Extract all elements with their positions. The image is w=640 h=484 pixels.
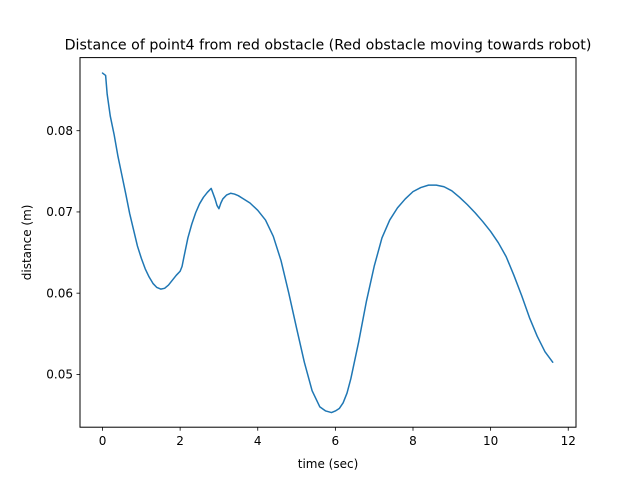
x-tick-label: 2 bbox=[176, 434, 184, 448]
plot-frame bbox=[79, 57, 577, 428]
x-axis-label: time (sec) bbox=[298, 457, 359, 471]
series-line bbox=[101, 72, 554, 414]
plot-area bbox=[101, 72, 554, 414]
y-tick-label: 0.06 bbox=[46, 286, 73, 300]
x-tick-label: 4 bbox=[254, 434, 262, 448]
chart-title: Distance of point4 from red obstacle (Re… bbox=[65, 38, 592, 54]
y-tick-label: 0.08 bbox=[46, 124, 73, 138]
x-tick-label: 10 bbox=[483, 434, 498, 448]
y-tick-label: 0.07 bbox=[46, 205, 73, 219]
x-tick-label: 8 bbox=[409, 434, 417, 448]
x-tick-label: 0 bbox=[99, 434, 107, 448]
x-tick-label: 12 bbox=[561, 434, 576, 448]
y-tick-label: 0.05 bbox=[46, 368, 73, 382]
y-axis-label: distance (m) bbox=[20, 205, 34, 281]
x-axis: 0 2 4 6 8 10 12 bbox=[99, 427, 576, 448]
y-axis: 0.05 0.06 0.07 0.08 bbox=[46, 124, 80, 382]
x-tick-label: 6 bbox=[332, 434, 340, 448]
